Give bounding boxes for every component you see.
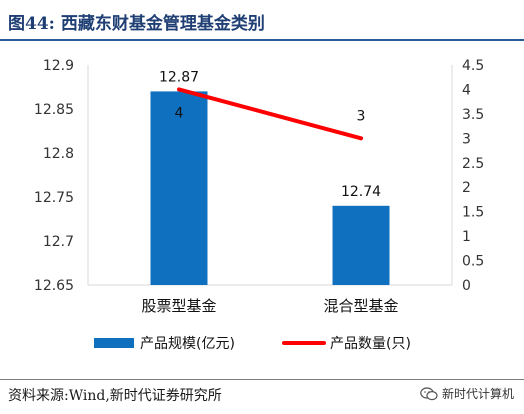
bar-1 [150, 91, 208, 286]
bar-2 [332, 205, 390, 285]
line-series [177, 87, 363, 141]
figure-header: 图44: 西藏东财基金管理基金类别 [0, 0, 524, 44]
line-data-label: 4 [175, 105, 184, 121]
source-note: 资料来源:Wind,新时代证券研究所 [8, 388, 222, 404]
left-tick-label: 12.85 [34, 102, 74, 118]
line-data-label: 3 [357, 108, 366, 124]
line-point [177, 87, 181, 91]
wechat-icon [420, 386, 438, 400]
right-tick-label: 4 [462, 82, 471, 98]
right-tick-label: 3 [462, 131, 471, 147]
right-tick-label: 2 [462, 180, 471, 196]
left-tick-label: 12.75 [34, 190, 74, 206]
left-tick-label: 12.7 [43, 234, 74, 250]
right-tick-label: 0 [462, 278, 471, 294]
legend-swatch-bar [94, 338, 134, 348]
title-divider [0, 39, 524, 41]
bar-data-label: 12.74 [341, 184, 381, 200]
left-tick-label: 12.9 [43, 58, 74, 74]
chart: 12.9 12.85 12.8 12.75 12.7 12.65 4.5 4 3.5 3 2.5 2 1… [34, 58, 484, 352]
figure-title: 图44: 西藏东财基金管理基金类别 [8, 14, 265, 34]
right-tick-label: 2.5 [462, 156, 484, 172]
watermark: 新时代计算机 [420, 385, 514, 402]
bar-data-label: 12.87 [159, 69, 199, 85]
left-tick-label: 12.65 [34, 278, 74, 294]
right-tick-label: 4.5 [462, 58, 484, 74]
source-divider [0, 379, 524, 380]
line-point [359, 136, 363, 140]
right-tick-label: 3.5 [462, 107, 484, 123]
right-tick-label: 0.5 [462, 254, 484, 270]
legend-label-line: 产品数量(只) [330, 336, 411, 352]
legend-label-bar: 产品规模(亿元) [140, 336, 235, 352]
right-tick-label: 1.5 [462, 205, 484, 221]
right-tick-label: 1 [462, 229, 471, 245]
watermark-text: 新时代计算机 [441, 387, 514, 401]
left-tick-label: 12.8 [43, 146, 74, 162]
category-label: 混合型基金 [323, 297, 398, 315]
category-label: 股票型基金 [141, 297, 216, 315]
